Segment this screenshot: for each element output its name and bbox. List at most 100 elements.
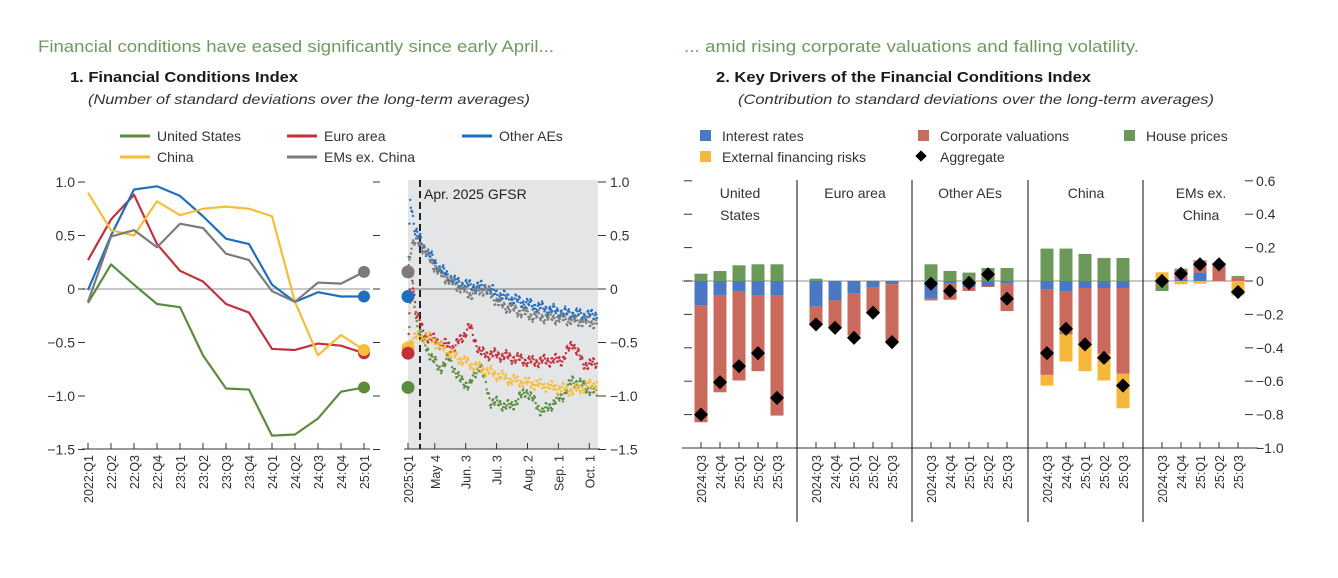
daily-point (490, 287, 493, 291)
daily-point (522, 385, 525, 389)
daily-point (540, 313, 544, 317)
daily-point (579, 380, 583, 383)
bar-segment (924, 298, 938, 301)
daily-point (501, 409, 504, 412)
daily-point (441, 346, 444, 349)
daily-point (537, 366, 540, 369)
daily-point (503, 377, 506, 380)
daily-point (543, 382, 546, 386)
daily-point (432, 270, 436, 273)
daily-point (515, 294, 518, 297)
daily-point (433, 342, 436, 346)
series-line-china (87, 192, 365, 357)
daily-point (495, 356, 498, 359)
daily-point (509, 405, 512, 409)
daily-point (409, 206, 413, 209)
daily-point (450, 366, 454, 369)
daily-point (478, 349, 482, 352)
daily-point (566, 313, 569, 316)
chart1-subtitle: (Number of standard deviations over the … (88, 91, 530, 107)
start-marker (401, 265, 415, 279)
daily-point (419, 243, 423, 247)
bar-segment (1040, 374, 1054, 386)
daily-point (497, 352, 500, 355)
daily-point (526, 392, 529, 395)
daily-point (434, 355, 437, 359)
daily-point (475, 363, 478, 366)
bar-segment (885, 281, 899, 285)
daily-point (419, 232, 422, 236)
group-label: EMs ex. (1176, 185, 1227, 201)
daily-point (483, 352, 486, 356)
aggregate-marker (884, 335, 900, 350)
daily-point (574, 319, 577, 322)
daily-point (541, 315, 544, 319)
daily-point (571, 347, 575, 350)
daily-point (455, 281, 459, 284)
daily-point (461, 339, 464, 342)
daily-point (463, 288, 467, 292)
daily-point (484, 380, 488, 384)
daily-point (511, 303, 514, 307)
daily-point (494, 303, 497, 306)
daily-point (535, 407, 539, 410)
daily-point (543, 406, 547, 409)
daily-point (412, 336, 415, 340)
daily-point (503, 356, 506, 359)
daily-point (478, 346, 481, 349)
group-label: Other AEs (938, 185, 1002, 201)
y-tick-label: 0.5 (610, 228, 630, 244)
daily-point (459, 291, 462, 294)
daily-point (543, 410, 546, 413)
daily-point (508, 352, 511, 355)
daily-point (507, 398, 510, 402)
aggregate-marker (1154, 273, 1170, 289)
start-marker (401, 289, 415, 303)
daily-point (515, 379, 518, 383)
daily-point (473, 285, 476, 288)
daily-point (568, 379, 571, 382)
daily-point (590, 387, 594, 391)
daily-point (429, 358, 432, 361)
x-tick-label: 2024:Q3 (1156, 455, 1170, 503)
daily-point (556, 360, 560, 363)
daily-point (528, 316, 531, 319)
daily-point (569, 387, 573, 391)
daily-point (583, 366, 586, 370)
daily-point (518, 385, 521, 388)
daily-point (470, 324, 473, 327)
daily-point (551, 384, 555, 388)
daily-point (548, 305, 552, 308)
daily-point (450, 274, 453, 278)
daily-point (469, 294, 472, 297)
daily-point (558, 399, 561, 402)
daily-point (588, 378, 591, 381)
daily-point (456, 358, 459, 361)
daily-point (524, 359, 527, 362)
daily-point (478, 360, 481, 363)
daily-point (439, 268, 442, 271)
daily-point (416, 237, 419, 240)
daily-point (440, 369, 444, 373)
daily-point (507, 383, 510, 387)
daily-point (587, 362, 591, 365)
x-tick-label: May 4 (429, 455, 443, 489)
daily-point (430, 352, 433, 356)
daily-point (524, 312, 527, 316)
daily-point (436, 338, 439, 341)
daily-point (468, 364, 471, 367)
daily-point (512, 373, 516, 377)
daily-point (517, 313, 520, 316)
daily-point (539, 414, 542, 417)
daily-point (429, 336, 433, 340)
daily-point (415, 227, 418, 230)
daily-point (421, 323, 424, 326)
daily-point (525, 364, 529, 368)
daily-point (473, 368, 476, 371)
aggregate-marker (1211, 257, 1227, 272)
daily-point (595, 386, 598, 389)
daily-point (570, 379, 573, 382)
x-tick-label: 24:Q4 (1175, 455, 1189, 489)
daily-point (425, 252, 428, 256)
daily-point (517, 397, 520, 401)
